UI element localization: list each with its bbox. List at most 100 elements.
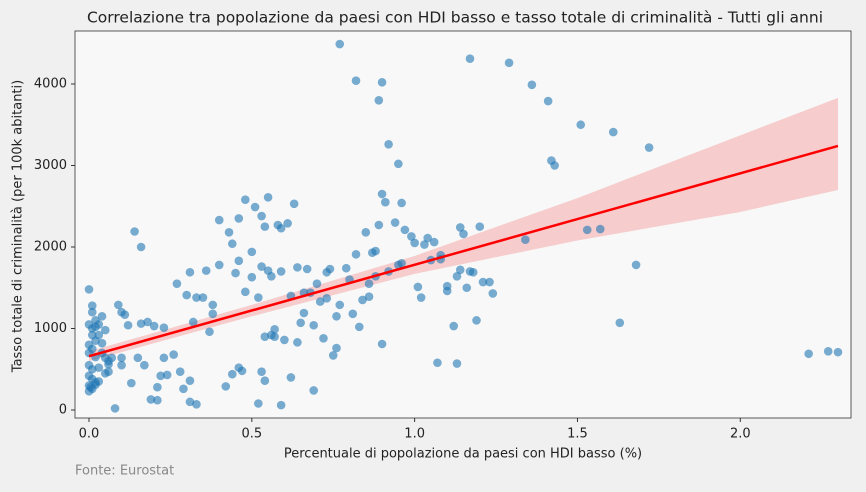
scatter-point (153, 395, 162, 405)
scatter-point (185, 267, 195, 277)
scatter-point (87, 330, 97, 340)
scatter-point (153, 382, 162, 392)
scatter-point (429, 237, 439, 247)
scatter-point (390, 218, 400, 227)
scatter-point (97, 338, 107, 348)
scatter-point (410, 238, 419, 248)
scatter-point (198, 293, 208, 302)
scatter-point (478, 277, 488, 287)
scatter-point (172, 279, 182, 288)
scatter-point (465, 54, 475, 64)
scatter-point (322, 294, 332, 303)
scatter-point (224, 228, 234, 237)
scatter-point (377, 78, 387, 87)
scatter-point (133, 353, 143, 363)
scatter-point (120, 310, 130, 319)
scatter-point (227, 239, 237, 249)
scatter-point (325, 264, 335, 274)
scatter-point (644, 143, 654, 152)
scatter-point (459, 229, 468, 239)
scatter-point (413, 282, 423, 292)
scatter-point (276, 223, 286, 233)
scatter-point (335, 300, 345, 310)
scatter-point (289, 199, 299, 209)
scatter-point (397, 198, 406, 208)
scatter-point (214, 260, 224, 270)
scatter-point (127, 378, 136, 388)
scatter-point (452, 359, 462, 368)
scatter-point (136, 242, 146, 252)
scatter-point (257, 367, 266, 377)
scatter-point (407, 232, 416, 241)
scatter-point (455, 265, 465, 275)
y-tick-label: 1000 (34, 321, 67, 336)
scatter-point (364, 292, 374, 302)
scatter-point (293, 263, 302, 272)
scatter-point (263, 192, 273, 202)
scatter-point (104, 367, 113, 377)
scatter-point (231, 268, 240, 278)
scatter-point (296, 318, 305, 328)
scatter-point (162, 370, 172, 380)
scatter-point (394, 159, 403, 169)
y-tick-label: 2000 (34, 239, 67, 254)
scatter-point (185, 376, 195, 385)
source-note: Fonte: Eurostat (75, 464, 174, 479)
scatter-point (351, 76, 361, 86)
scatter-point (312, 279, 322, 288)
scatter-point (94, 377, 104, 386)
scatter-point (241, 287, 250, 297)
scatter-point (146, 395, 156, 404)
scatter-point (361, 228, 371, 237)
scatter-point (472, 316, 481, 325)
y-tick-label: 0 (59, 403, 67, 418)
scatter-point (384, 139, 393, 149)
scatter-point (91, 322, 100, 332)
scatter-point (468, 267, 478, 277)
scatter-point (234, 214, 244, 223)
scatter-point (420, 240, 429, 249)
scatter-point (104, 360, 113, 369)
scatter-point (452, 272, 462, 281)
scatter-point (254, 399, 263, 408)
scatter-point (257, 211, 266, 221)
scatter-point (423, 233, 432, 243)
scatter-point (182, 290, 191, 300)
x-tick-label: 0.5 (241, 427, 262, 442)
scatter-point (374, 95, 384, 105)
scatter-point (449, 321, 459, 331)
scatter-point (309, 320, 318, 330)
scatter-point (400, 225, 410, 235)
scatter-point (504, 58, 514, 68)
x-tick-label: 1.0 (404, 427, 425, 442)
scatter-point (107, 353, 117, 363)
scatter-point (358, 295, 367, 305)
scatter-point (117, 360, 126, 370)
x-tick-label: 0.0 (79, 427, 100, 442)
scatter-point (328, 351, 338, 360)
scatter-point (175, 367, 185, 377)
scatter-point (87, 364, 97, 374)
scatter-point (433, 358, 442, 368)
scatter-point (87, 307, 97, 317)
plot-frame (74, 30, 852, 419)
scatter-point (214, 215, 224, 225)
scatter-point (117, 353, 126, 363)
x-tick-label: 2.0 (730, 427, 751, 442)
scatter-point (169, 350, 178, 359)
scatter-point (286, 373, 296, 382)
scatter-point (130, 227, 139, 236)
scatter-point (615, 318, 625, 328)
scatter-point (550, 161, 559, 170)
scatter-point (348, 309, 358, 319)
scatter-point (302, 264, 312, 274)
scatter-point (341, 263, 351, 273)
scatter-point (543, 96, 553, 106)
scatter-point (156, 371, 165, 381)
y-axis-label: Tasso totale di criminalità (per 100k ab… (11, 80, 26, 373)
scatter-point (475, 222, 485, 231)
scatter-point (374, 220, 384, 230)
scatter-point (100, 325, 110, 335)
scatter-point (351, 250, 361, 259)
scatter-point (280, 335, 289, 345)
